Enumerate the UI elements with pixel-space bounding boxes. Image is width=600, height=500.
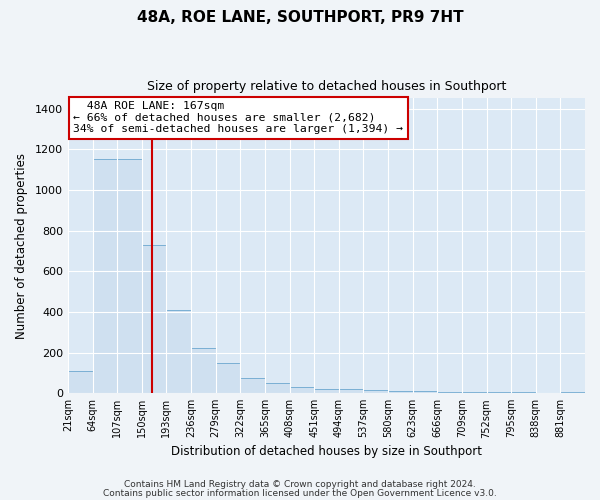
Bar bbox=[215, 362, 240, 393]
Bar bbox=[265, 383, 290, 393]
Y-axis label: Number of detached properties: Number of detached properties bbox=[15, 153, 28, 339]
Bar bbox=[68, 371, 92, 393]
Bar bbox=[364, 390, 388, 393]
Bar bbox=[413, 391, 437, 393]
Bar bbox=[240, 378, 265, 393]
Bar bbox=[462, 392, 487, 393]
Text: 48A, ROE LANE, SOUTHPORT, PR9 7HT: 48A, ROE LANE, SOUTHPORT, PR9 7HT bbox=[137, 10, 463, 25]
Text: Contains HM Land Registry data © Crown copyright and database right 2024.: Contains HM Land Registry data © Crown c… bbox=[124, 480, 476, 489]
Bar bbox=[290, 387, 314, 393]
Bar bbox=[191, 348, 215, 393]
Bar bbox=[511, 392, 536, 393]
Bar bbox=[339, 389, 364, 393]
Bar bbox=[117, 160, 142, 393]
Bar bbox=[166, 310, 191, 393]
Bar bbox=[560, 392, 585, 393]
Text: Contains public sector information licensed under the Open Government Licence v3: Contains public sector information licen… bbox=[103, 488, 497, 498]
X-axis label: Distribution of detached houses by size in Southport: Distribution of detached houses by size … bbox=[171, 444, 482, 458]
Bar bbox=[314, 389, 339, 393]
Bar bbox=[437, 392, 462, 393]
Bar bbox=[487, 392, 511, 393]
Bar bbox=[388, 391, 413, 393]
Text: 48A ROE LANE: 167sqm
← 66% of detached houses are smaller (2,682)
34% of semi-de: 48A ROE LANE: 167sqm ← 66% of detached h… bbox=[73, 102, 403, 134]
Title: Size of property relative to detached houses in Southport: Size of property relative to detached ho… bbox=[147, 80, 506, 93]
Bar bbox=[142, 244, 166, 393]
Bar bbox=[92, 160, 117, 393]
